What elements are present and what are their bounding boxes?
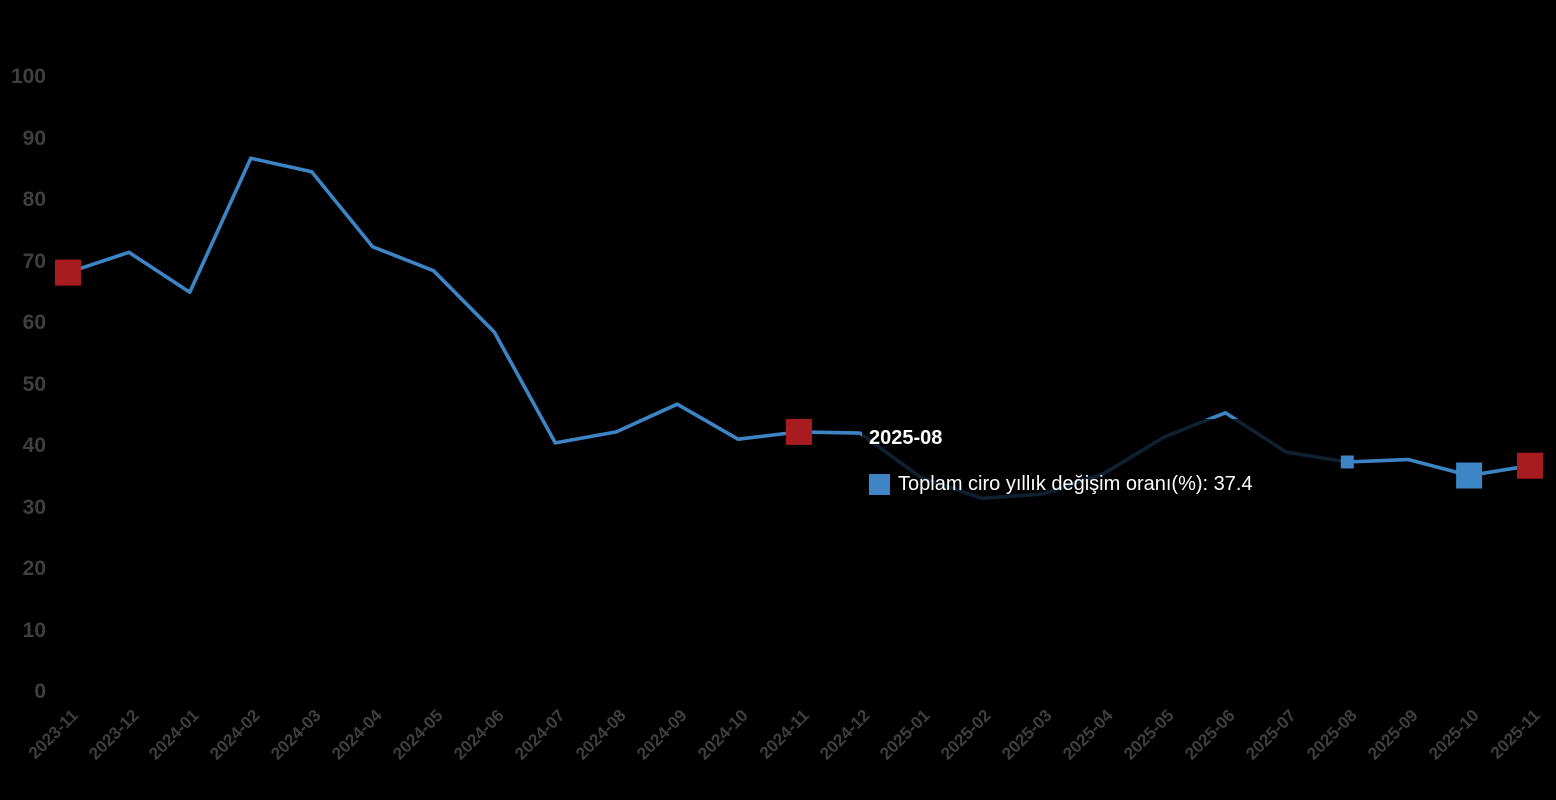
y-axis-label-20: 20 xyxy=(22,557,46,580)
y-axis-label-70: 70 xyxy=(22,249,46,273)
y-axis-label-30: 30 xyxy=(22,495,46,519)
data-point-marker-2025-10[interactable] xyxy=(1456,462,1483,489)
tooltip-backdrop xyxy=(862,419,1344,509)
y-axis-label-10: 10 xyxy=(22,618,46,642)
y-axis-label-40: 40 xyxy=(22,434,46,457)
data-point-marker-2023-11[interactable] xyxy=(55,259,81,286)
data-point-marker-2024-11[interactable] xyxy=(786,418,812,445)
y-axis-label-80: 80 xyxy=(22,188,46,211)
y-axis-label-60: 60 xyxy=(22,311,46,334)
y-axis-label-50: 50 xyxy=(22,372,46,396)
data-point-marker-2025-08[interactable] xyxy=(1340,455,1354,469)
y-axis-label-0: 0 xyxy=(34,680,46,703)
y-axis-label-90: 90 xyxy=(22,126,46,150)
data-point-marker-2025-11[interactable] xyxy=(1517,452,1543,479)
y-axis-label-100: 100 xyxy=(10,65,46,88)
